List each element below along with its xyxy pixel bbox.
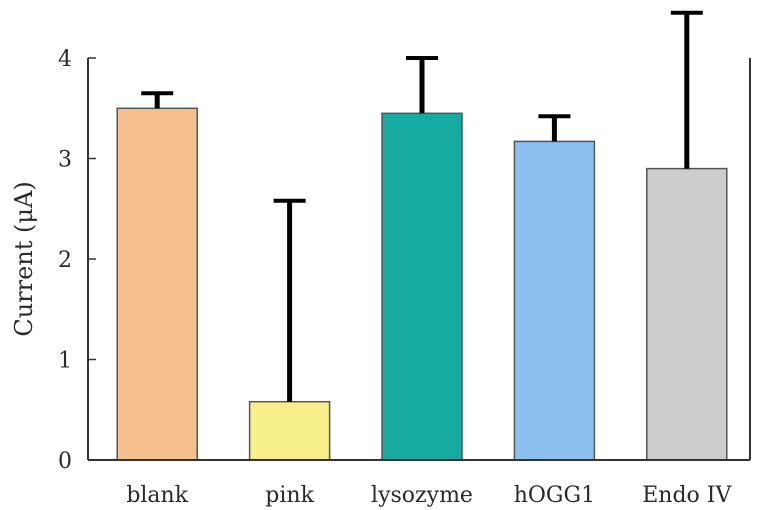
y-ticks-group: 0 1 2 3 4 (58, 47, 96, 474)
error-bars-group (141, 10, 703, 402)
y-tick-label: 0 (58, 449, 72, 474)
x-tick-label: hOGG1 (514, 483, 595, 508)
y-tick-label: 3 (58, 148, 72, 173)
bar-blank (116, 107, 198, 461)
bar-endo-iv (646, 167, 728, 461)
y-tick-label: 2 (58, 248, 72, 273)
x-tick-label: Endo IV (642, 483, 732, 508)
x-labels-group: blank pink lysozyme hOGG1 Endo IV (126, 483, 732, 508)
y-tick-label: 1 (58, 349, 72, 374)
bar-pink (248, 400, 331, 461)
bar-lysozyme (381, 112, 463, 461)
y-tick-label: 4 (58, 47, 72, 72)
x-tick-label: lysozyme (371, 483, 473, 508)
bars-group (116, 107, 728, 461)
bar-hogg1 (513, 140, 596, 461)
y-axis-title: Current (μA) (10, 181, 38, 336)
x-tick-label: blank (126, 483, 188, 508)
x-tick-label: pink (265, 483, 314, 508)
